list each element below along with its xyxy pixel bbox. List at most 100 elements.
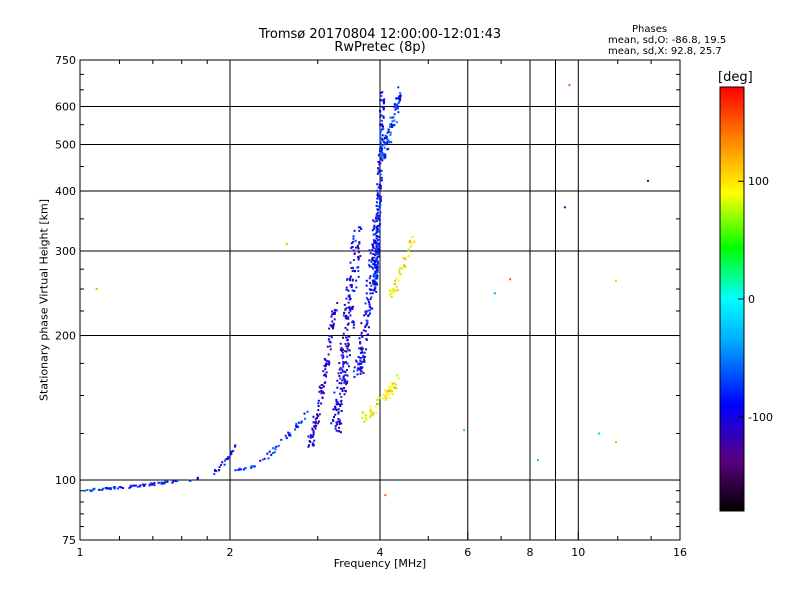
data-point <box>375 402 378 405</box>
data-point <box>374 287 377 290</box>
data-point <box>252 465 255 468</box>
data-point <box>273 451 276 454</box>
data-point <box>338 422 341 425</box>
data-point <box>221 461 224 464</box>
data-point <box>376 275 379 278</box>
data-point <box>309 435 312 438</box>
data-point <box>389 125 392 128</box>
data-point <box>352 323 355 326</box>
data-point <box>384 154 387 157</box>
data-point <box>360 370 363 373</box>
data-point <box>376 257 379 260</box>
data-point <box>393 124 396 127</box>
data-point <box>392 290 395 293</box>
data-point <box>311 435 314 438</box>
data-point <box>377 252 380 255</box>
data-point <box>345 317 348 320</box>
data-point <box>413 240 416 243</box>
data-point <box>335 309 338 312</box>
data-point <box>345 336 348 339</box>
data-point <box>346 381 349 384</box>
data-point <box>376 227 379 230</box>
data-point <box>377 251 380 254</box>
data-point <box>380 179 383 182</box>
data-point <box>349 277 352 280</box>
data-point <box>263 457 266 460</box>
data-point <box>380 128 383 131</box>
data-point <box>399 267 402 270</box>
data-point <box>374 277 377 280</box>
data-point <box>365 292 368 295</box>
data-point <box>342 370 345 373</box>
data-point <box>349 314 352 317</box>
data-point <box>344 315 347 318</box>
y-tick-label: 75 <box>62 534 76 547</box>
data-point <box>336 386 339 389</box>
data-point <box>335 400 338 403</box>
data-point <box>373 233 376 236</box>
y-axis-title: Stationary phase Virtual Height [km] <box>37 198 51 402</box>
data-point <box>389 387 392 390</box>
data-point <box>176 480 179 483</box>
data-point <box>399 273 402 276</box>
data-point <box>101 488 104 491</box>
data-point <box>332 420 335 423</box>
data-point <box>377 245 380 248</box>
data-point <box>374 239 377 242</box>
data-point <box>326 345 329 348</box>
data-point <box>307 435 310 438</box>
data-point <box>403 265 406 268</box>
data-point <box>365 348 368 351</box>
data-point <box>320 392 323 395</box>
data-point <box>614 441 617 444</box>
data-point <box>391 116 394 119</box>
data-point <box>364 325 367 328</box>
data-point <box>238 467 241 470</box>
data-point <box>321 396 324 399</box>
data-point <box>352 370 355 373</box>
data-point <box>355 286 358 289</box>
data-point <box>361 335 364 338</box>
data-point <box>314 417 317 420</box>
data-point <box>332 324 335 327</box>
data-point <box>463 429 466 432</box>
data-point <box>371 245 374 248</box>
data-point <box>385 136 388 139</box>
data-point <box>376 262 379 265</box>
data-point <box>226 456 229 459</box>
data-point <box>369 408 372 411</box>
data-point <box>381 139 384 142</box>
data-point <box>384 134 387 137</box>
data-point <box>337 412 340 415</box>
data-point <box>350 267 353 270</box>
data-point <box>411 242 414 245</box>
data-point <box>389 389 392 392</box>
data-point <box>391 120 394 123</box>
data-point <box>106 487 109 490</box>
data-point <box>382 393 385 396</box>
data-point <box>225 457 228 460</box>
data-point <box>356 369 359 372</box>
data-point <box>361 349 364 352</box>
data-point <box>376 266 379 269</box>
data-point <box>128 486 131 489</box>
data-point <box>376 277 379 280</box>
data-point <box>334 407 337 410</box>
data-point <box>341 387 344 390</box>
data-point <box>385 391 388 394</box>
data-point <box>297 425 300 428</box>
data-point <box>347 317 350 320</box>
data-point <box>335 398 338 401</box>
data-point <box>284 434 287 437</box>
data-point <box>379 99 382 102</box>
data-point <box>376 189 379 192</box>
data-point <box>614 279 617 282</box>
data-point <box>359 255 362 258</box>
data-point <box>396 289 399 292</box>
data-point <box>362 354 365 357</box>
data-point <box>369 298 372 301</box>
data-point <box>379 199 382 202</box>
data-point <box>311 427 314 430</box>
data-point <box>377 216 380 219</box>
data-point <box>346 339 349 342</box>
